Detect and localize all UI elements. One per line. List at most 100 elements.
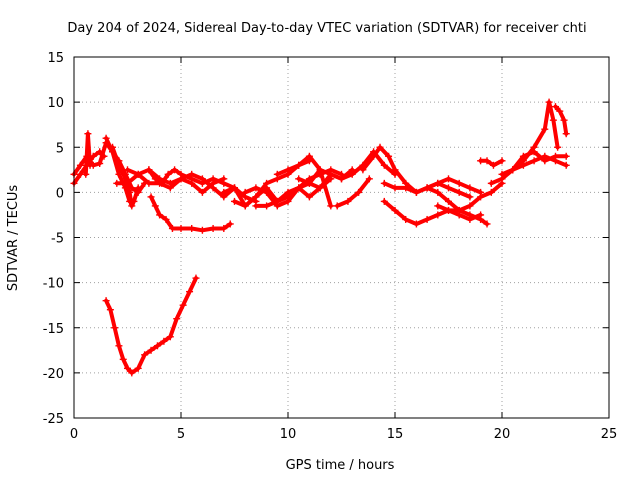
- data-point: [412, 188, 420, 196]
- data-point: [562, 152, 570, 160]
- data-point: [164, 170, 172, 178]
- data-point: [231, 197, 238, 205]
- data-point: [273, 170, 281, 178]
- data-point: [434, 179, 442, 187]
- data-point: [241, 202, 249, 210]
- data-point: [466, 215, 474, 223]
- data-point: [391, 184, 399, 192]
- data-point: [434, 188, 442, 196]
- y-tick-label: 0: [56, 186, 64, 201]
- grid: [74, 57, 609, 418]
- data-point: [545, 98, 553, 106]
- data-point: [82, 170, 90, 178]
- data-point: [391, 206, 399, 214]
- data-point: [158, 179, 166, 187]
- data-point: [151, 175, 159, 183]
- data-point: [145, 179, 153, 187]
- data-point: [126, 188, 134, 196]
- data-point: [121, 175, 129, 183]
- data-point: [147, 346, 155, 354]
- data-point: [556, 107, 564, 115]
- data-point: [355, 188, 363, 196]
- data-point: [86, 161, 94, 169]
- data-point: [316, 166, 324, 174]
- data-point: [498, 170, 506, 178]
- x-tick-label: 20: [494, 427, 511, 442]
- data-point: [412, 220, 420, 228]
- data-point: [100, 152, 108, 160]
- data-point: [166, 333, 174, 341]
- series-arc-7-dip: [147, 193, 234, 234]
- data-point: [370, 152, 378, 160]
- series-arc-13: [273, 152, 335, 210]
- series-line: [425, 181, 504, 213]
- y-tick-label: 15: [47, 51, 64, 66]
- data-point: [445, 206, 452, 214]
- data-point: [477, 157, 485, 165]
- axis-ticks: 0 5 10 15 20 25 -25 -20 -15 -10 -5 0 5 10 15: [43, 51, 618, 442]
- data-point: [530, 143, 538, 151]
- data-point: [173, 315, 181, 323]
- data-point: [466, 184, 474, 192]
- data-point: [162, 215, 170, 223]
- y-tick-label: -10: [43, 277, 64, 292]
- data-point: [445, 184, 452, 192]
- data-point: [119, 355, 127, 363]
- data-point: [359, 166, 367, 174]
- data-point: [455, 211, 463, 219]
- data-point: [541, 125, 549, 133]
- data-point: [134, 364, 142, 372]
- data-point: [186, 288, 194, 296]
- data-point: [391, 166, 399, 174]
- data-point: [365, 175, 373, 183]
- data-point: [198, 179, 206, 187]
- data-point: [252, 193, 260, 201]
- data-point: [220, 188, 228, 196]
- data-point: [327, 170, 335, 178]
- data-point: [562, 130, 570, 138]
- data-point: [477, 211, 485, 219]
- data-point: [241, 188, 249, 196]
- series-arc-25: [552, 103, 570, 138]
- data-point: [115, 342, 123, 350]
- data-point: [402, 215, 410, 223]
- data-point: [226, 220, 234, 228]
- data-point: [134, 184, 142, 192]
- data-point: [252, 184, 260, 192]
- data-point: [489, 161, 497, 169]
- data-point: [128, 202, 136, 210]
- data-point: [109, 143, 117, 151]
- data-point: [198, 188, 206, 196]
- series-arc-3: [109, 143, 142, 210]
- data-point: [124, 364, 131, 372]
- x-tick-label: 0: [70, 427, 78, 442]
- series-arc-15: [333, 175, 373, 210]
- data-point: [141, 351, 149, 359]
- data-point: [483, 220, 491, 228]
- data-point: [380, 197, 388, 205]
- series-arc-14: [295, 148, 399, 187]
- data-point: [171, 166, 179, 174]
- x-axis-label: GPS time / hours: [286, 458, 395, 473]
- y-tick-label: 10: [47, 96, 64, 111]
- data-point: [220, 179, 228, 187]
- data-point: [192, 274, 200, 282]
- data-point: [115, 161, 123, 169]
- data-point: [333, 202, 341, 210]
- y-tick-label: -20: [43, 367, 64, 382]
- data-point: [179, 301, 187, 309]
- data-point: [252, 202, 260, 210]
- series-line: [275, 154, 333, 208]
- series-arc-20: [434, 202, 485, 223]
- data-point: [376, 143, 384, 151]
- data-point: [263, 179, 271, 187]
- y-tick-label: -5: [51, 232, 64, 247]
- series-arc-21: [477, 157, 506, 169]
- series-arc-5: [124, 166, 228, 196]
- x-tick-label: 5: [177, 427, 185, 442]
- data-point: [151, 202, 159, 210]
- data-point: [552, 157, 559, 165]
- data-point: [134, 170, 142, 178]
- data-point: [153, 342, 161, 350]
- x-tick-label: 25: [601, 427, 618, 442]
